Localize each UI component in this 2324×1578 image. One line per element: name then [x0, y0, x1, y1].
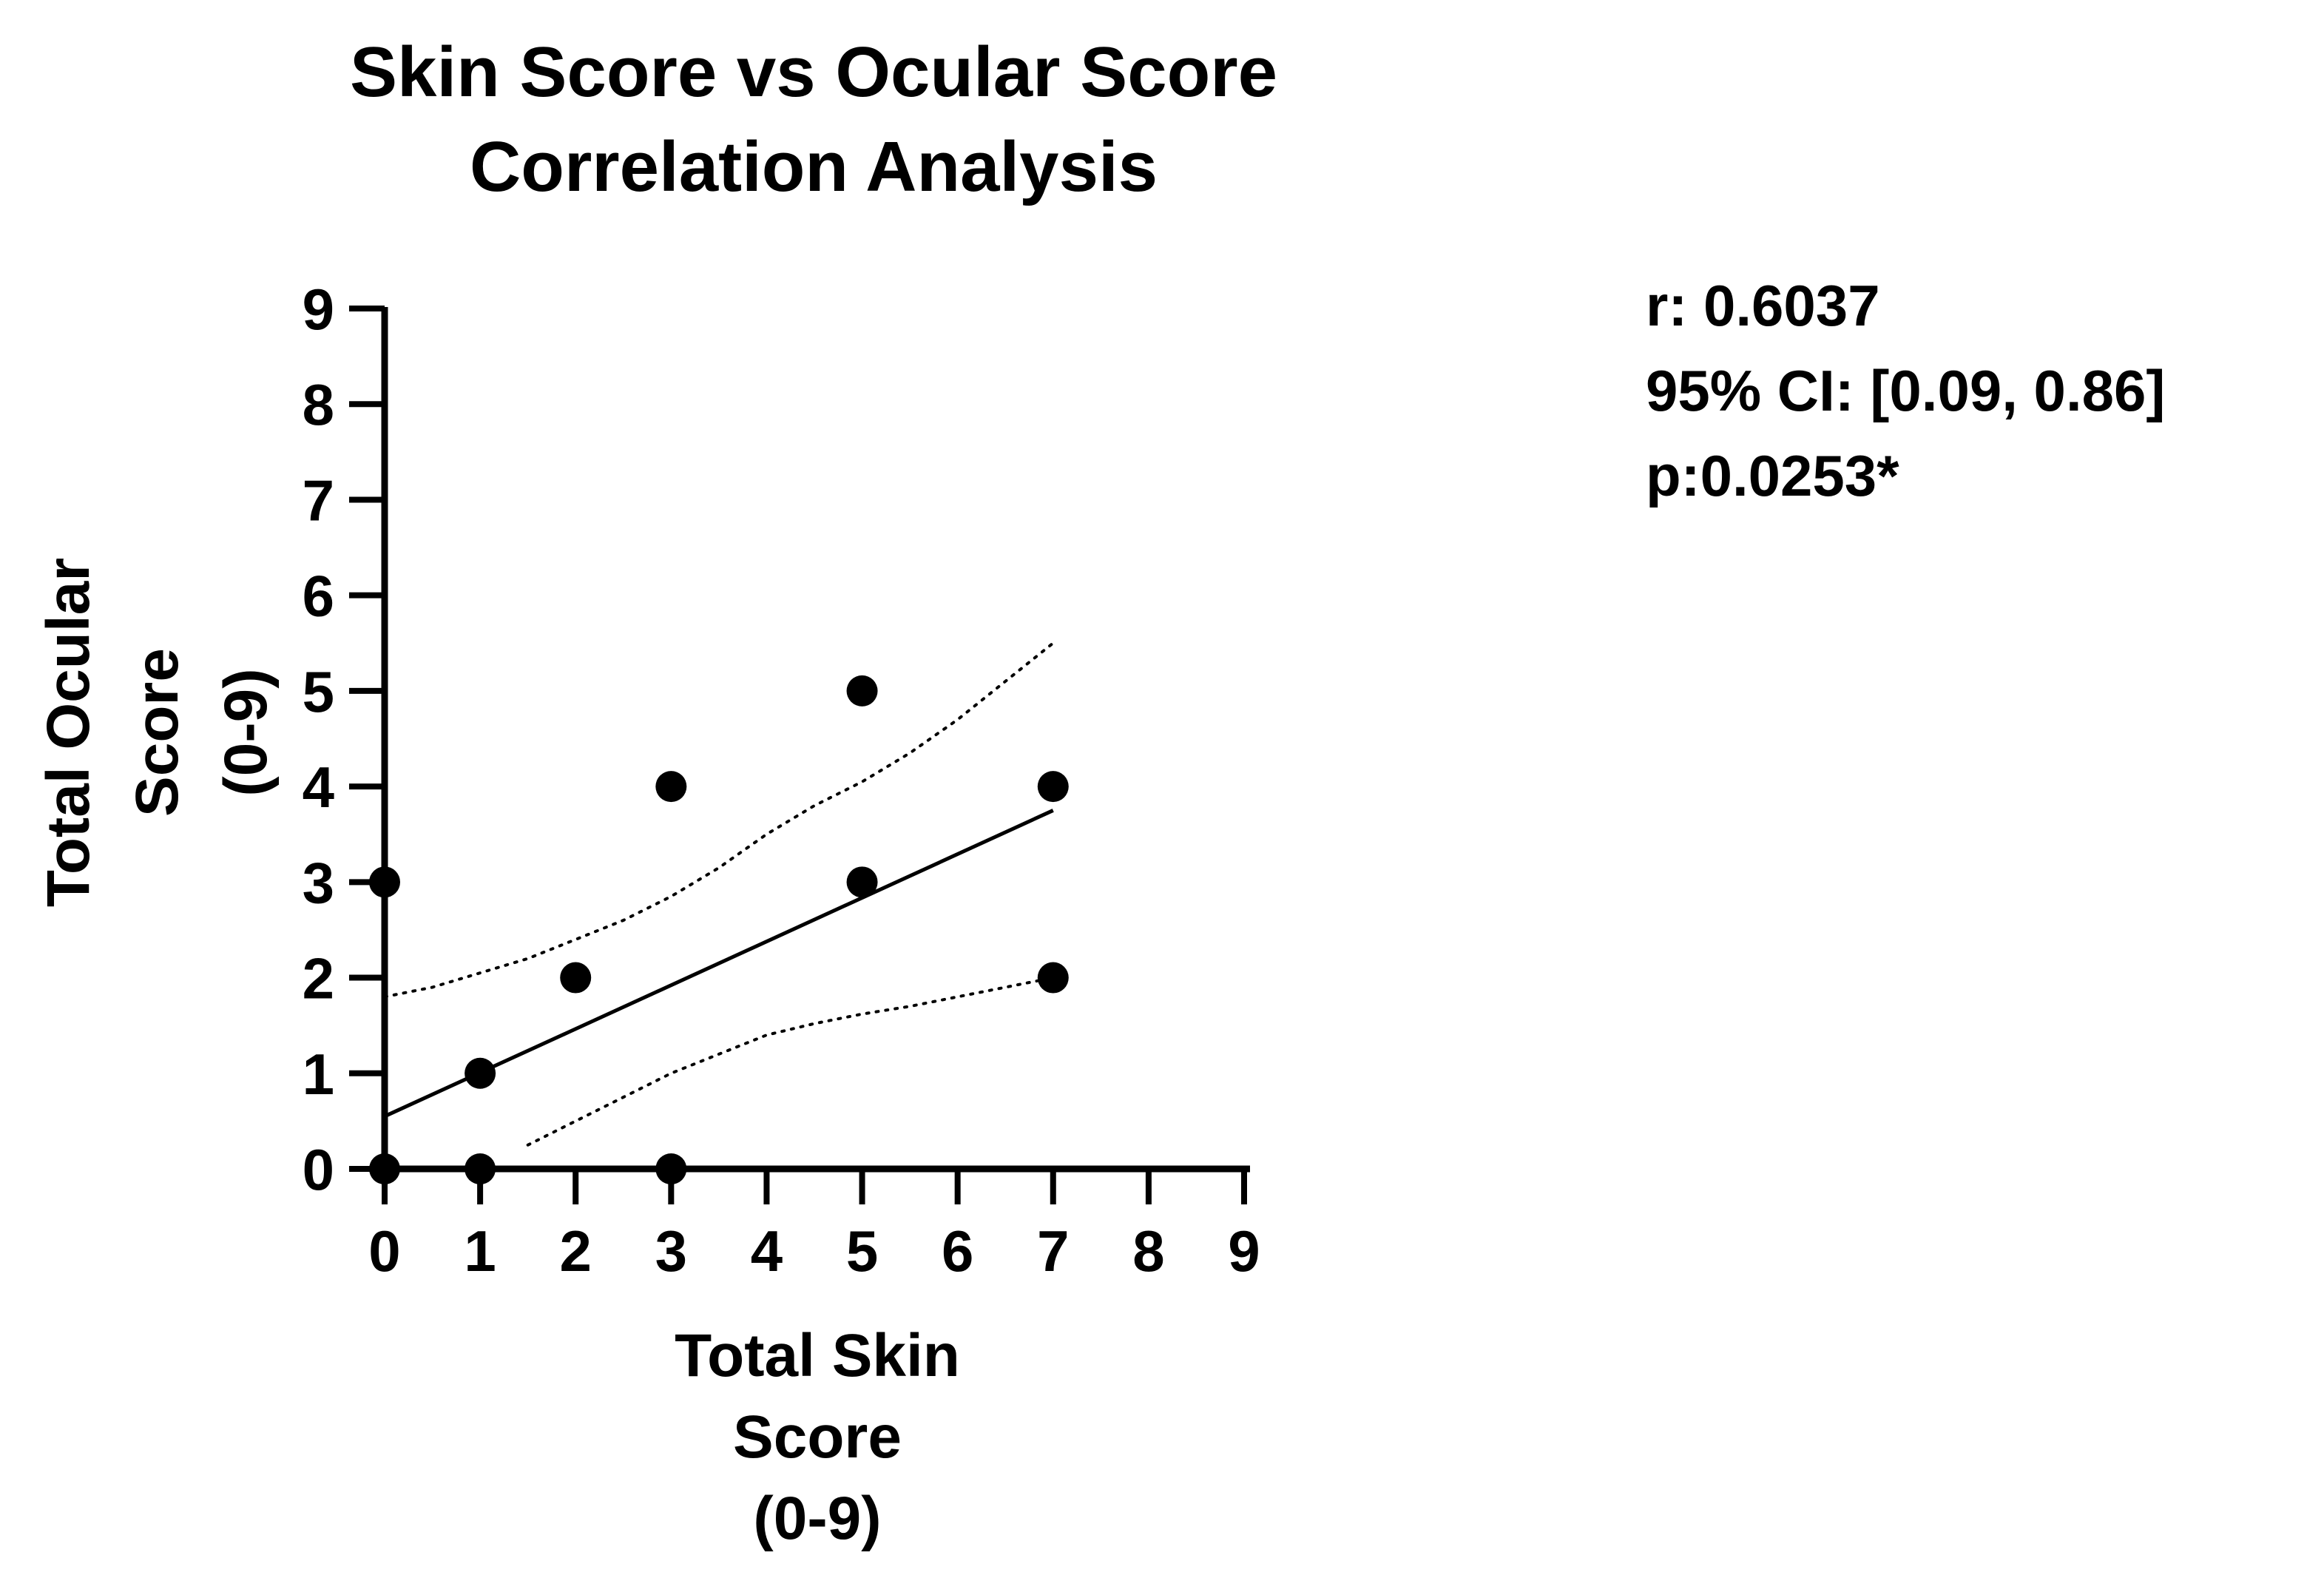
x-tick-label-7: 7: [1037, 1218, 1069, 1284]
confidence-band-lower: [526, 976, 1055, 1147]
y-axis-title: Total Ocular Score (0-9): [35, 558, 280, 907]
y-tick-label-6: 6: [303, 564, 334, 629]
x-tick-label-4: 4: [751, 1218, 783, 1284]
x-tick-label-3: 3: [655, 1218, 687, 1284]
plot-area: [369, 641, 1069, 1184]
data-point-2: [465, 1057, 496, 1089]
data-point-5: [655, 771, 687, 803]
stat-ci: 95% CI: [0.09, 0.86]: [1646, 358, 2165, 423]
y-tick-label-1: 1: [303, 1042, 334, 1107]
stat-p: p:0.0253*: [1646, 443, 1899, 508]
confidence-band-upper: [383, 641, 1055, 999]
y-axis-title-line-2: Score: [124, 648, 191, 817]
x-axis-title: Total Skin Score (0-9): [675, 1322, 960, 1552]
chart-title-line-1: Skin Score vs Ocular Score: [350, 33, 1277, 112]
x-tick-label-6: 6: [942, 1218, 973, 1284]
y-tick-label-5: 5: [303, 659, 334, 724]
x-tick-label-8: 8: [1132, 1218, 1164, 1284]
data-point-10: [1037, 962, 1069, 994]
chart-title: Skin Score vs Ocular Score Correlation A…: [350, 33, 1277, 206]
x-axis-title-line-1: Total Skin: [675, 1322, 960, 1389]
data-point-8: [846, 866, 878, 898]
x-tick-label-2: 2: [560, 1218, 592, 1284]
y-tick-label-0: 0: [303, 1137, 334, 1202]
y-axis-title-line-3: (0-9): [212, 668, 280, 796]
stat-r: r: 0.6037: [1646, 273, 1880, 338]
y-tick-label-4: 4: [303, 755, 334, 820]
x-tick-label-1: 1: [464, 1218, 496, 1284]
y-tick-label-2: 2: [303, 946, 334, 1011]
data-point-4: [560, 962, 592, 994]
stats-annotation: r: 0.6037 95% CI: [0.09, 0.86] p:0.0253*: [1646, 273, 2165, 508]
axes: [381, 307, 1250, 1173]
y-tick-label-3: 3: [303, 850, 334, 915]
data-point-7: [846, 675, 878, 707]
x-axis-title-line-3: (0-9): [753, 1485, 881, 1552]
y-tick-label-9: 9: [303, 277, 334, 342]
x-tick-label-9: 9: [1228, 1218, 1260, 1284]
y-tick-label-7: 7: [303, 468, 334, 533]
chart-title-line-2: Correlation Analysis: [470, 127, 1158, 206]
y-axis-title-line-1: Total Ocular: [35, 558, 102, 907]
x-tick-label-5: 5: [846, 1218, 878, 1284]
regression-line: [383, 809, 1054, 1119]
y-tick-label-8: 8: [303, 372, 334, 437]
x-axis-title-line-2: Score: [733, 1403, 902, 1471]
x-tick-label-0: 0: [368, 1218, 400, 1284]
data-point-9: [1037, 771, 1069, 803]
